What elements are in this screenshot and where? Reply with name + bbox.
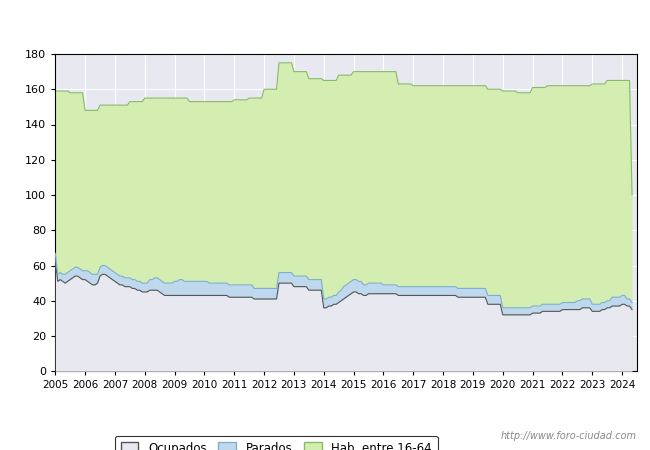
Text: Pedrosa de Río Úrbel - Evolucion de la poblacion en edad de Trabajar Mayo de 202: Pedrosa de Río Úrbel - Evolucion de la p…	[32, 16, 618, 31]
Text: http://www.foro-ciudad.com: http://www.foro-ciudad.com	[501, 431, 637, 441]
Legend: Ocupados, Parados, Hab. entre 16-64: Ocupados, Parados, Hab. entre 16-64	[115, 436, 437, 450]
